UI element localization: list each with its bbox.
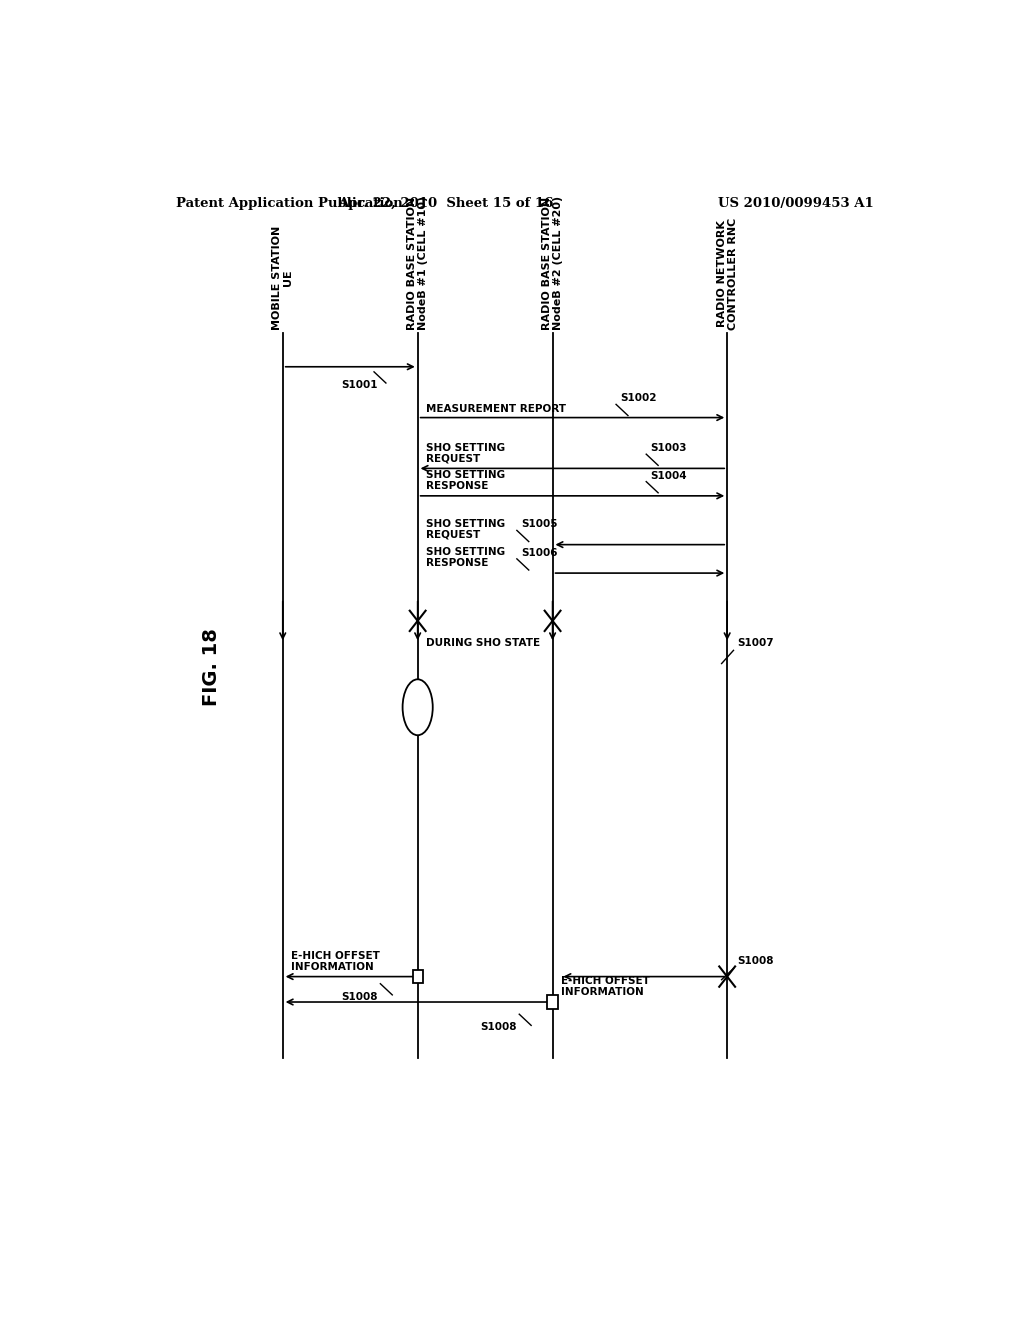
Bar — [413, 970, 423, 983]
Text: MEASUREMENT REPORT: MEASUREMENT REPORT — [426, 404, 565, 413]
Bar — [548, 995, 558, 1008]
Text: RADIO BASE STATION
NodeB #1 (CELL #10): RADIO BASE STATION NodeB #1 (CELL #10) — [408, 197, 428, 330]
Text: FIG. 18: FIG. 18 — [202, 628, 221, 705]
Text: US 2010/0099453 A1: US 2010/0099453 A1 — [718, 197, 873, 210]
Text: SHO SETTING
RESPONSE: SHO SETTING RESPONSE — [426, 470, 505, 491]
Text: Apr. 22, 2010  Sheet 15 of 16: Apr. 22, 2010 Sheet 15 of 16 — [338, 197, 553, 210]
Text: S1002: S1002 — [620, 393, 656, 404]
Text: S1004: S1004 — [650, 471, 687, 480]
Text: S1008: S1008 — [737, 957, 774, 966]
Text: S1005: S1005 — [521, 519, 557, 529]
Text: E-HICH OFFSET
INFORMATION: E-HICH OFFSET INFORMATION — [291, 950, 380, 972]
Text: MOBILE STATION
UE: MOBILE STATION UE — [272, 226, 293, 330]
Text: SHO SETTING
REQUEST: SHO SETTING REQUEST — [426, 519, 505, 540]
Text: S1006: S1006 — [521, 548, 557, 558]
Text: S1001: S1001 — [341, 380, 378, 389]
Text: S1008: S1008 — [341, 991, 378, 1002]
Text: S1003: S1003 — [650, 444, 687, 453]
Text: SHO SETTING
RESPONSE: SHO SETTING RESPONSE — [426, 548, 505, 568]
Text: S1008: S1008 — [480, 1022, 517, 1032]
Text: E-HICH OFFSET
INFORMATION: E-HICH OFFSET INFORMATION — [560, 975, 649, 997]
Text: Patent Application Publication: Patent Application Publication — [176, 197, 402, 210]
Text: RADIO NETWORK
CONTROLLER RNC: RADIO NETWORK CONTROLLER RNC — [717, 218, 737, 330]
Text: SHO SETTING
REQUEST: SHO SETTING REQUEST — [426, 442, 505, 463]
Ellipse shape — [402, 680, 433, 735]
Text: RADIO BASE STATION
NodeB #2 (CELL #20): RADIO BASE STATION NodeB #2 (CELL #20) — [542, 197, 563, 330]
Text: S1007: S1007 — [737, 639, 774, 648]
Text: DURING SHO STATE: DURING SHO STATE — [426, 638, 540, 648]
